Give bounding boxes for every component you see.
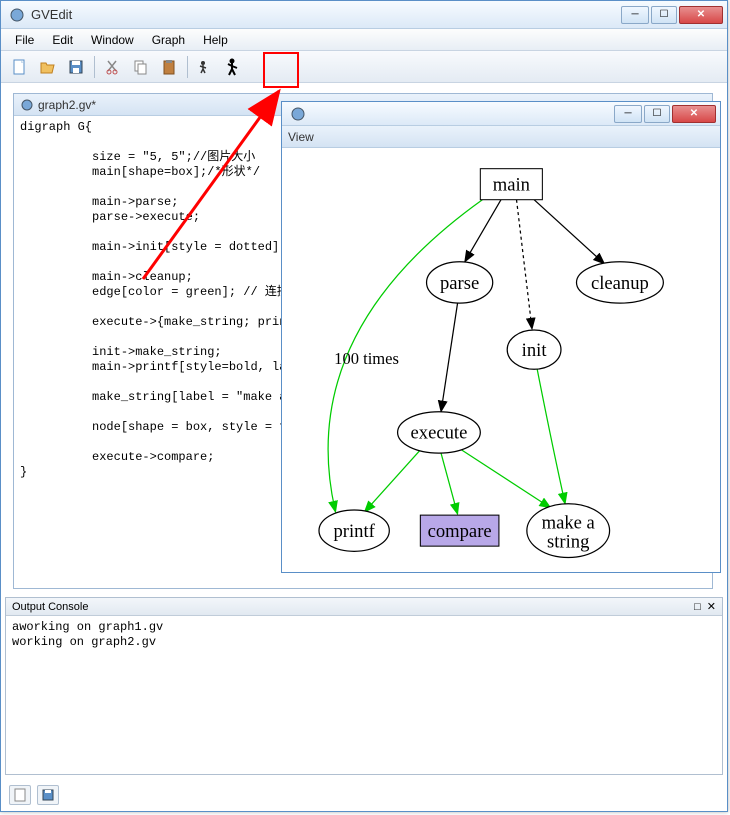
output-console: Output Console □ ✕ aworking on graph1.gv…	[5, 597, 723, 775]
view-app-icon	[290, 106, 306, 122]
statusbar	[5, 783, 723, 807]
view-title: View	[288, 130, 314, 144]
console-title: Output Console	[12, 601, 88, 613]
status-doc-button[interactable]	[9, 785, 31, 805]
view-minimize-button[interactable]: ─	[614, 105, 642, 123]
new-button[interactable]	[7, 54, 33, 80]
view-maximize-button[interactable]: ☐	[644, 105, 670, 123]
console-dock-icon[interactable]: □	[694, 601, 701, 613]
titlebar: GVEdit ─ ☐ ✕	[1, 1, 727, 29]
view-titlebar: ─ ☐ ✕	[282, 102, 720, 126]
node-parse-label: parse	[440, 273, 479, 294]
menu-graph[interactable]: Graph	[144, 31, 193, 49]
main-window: GVEdit ─ ☐ ✕ File Edit Window Graph Help…	[0, 0, 728, 812]
node-main-label: main	[493, 175, 531, 196]
menu-file[interactable]: File	[7, 31, 42, 49]
editor-title: graph2.gv*	[38, 98, 96, 112]
close-button[interactable]: ✕	[679, 6, 723, 24]
open-button[interactable]	[35, 54, 61, 80]
edge-label-100times: 100 times	[334, 349, 399, 368]
graph-canvas: main parse cleanup init execute printf c…	[282, 148, 720, 572]
graph-svg: main parse cleanup init execute printf c…	[282, 148, 720, 572]
highlight-box	[263, 52, 299, 88]
menu-window[interactable]: Window	[83, 31, 142, 49]
maximize-button[interactable]: ☐	[651, 6, 677, 24]
node-cleanup-label: cleanup	[591, 273, 649, 294]
console-output: aworking on graph1.gv working on graph2.…	[6, 616, 722, 716]
status-save-button[interactable]	[37, 785, 59, 805]
console-close-icon[interactable]: ✕	[707, 600, 716, 613]
app-icon	[9, 7, 25, 23]
node-execute-label: execute	[411, 423, 468, 444]
menubar: File Edit Window Graph Help	[1, 29, 727, 51]
node-make-string-label2: string	[547, 531, 589, 552]
menu-help[interactable]: Help	[195, 31, 236, 49]
run-partial-button[interactable]	[193, 54, 219, 80]
view-window: ─ ☐ ✕ View	[281, 101, 721, 573]
minimize-button[interactable]: ─	[621, 6, 649, 24]
run-button[interactable]	[221, 54, 247, 80]
node-printf-label: printf	[333, 521, 375, 542]
copy-button[interactable]	[128, 54, 154, 80]
view-sub-titlebar: View	[282, 126, 720, 148]
document-icon	[20, 98, 34, 112]
window-title: GVEdit	[31, 7, 621, 22]
console-titlebar: Output Console □ ✕	[6, 598, 722, 616]
view-close-button[interactable]: ✕	[672, 105, 716, 123]
paste-button[interactable]	[156, 54, 182, 80]
node-compare-label: compare	[428, 521, 492, 542]
toolbar	[1, 51, 727, 83]
menu-edit[interactable]: Edit	[44, 31, 81, 49]
save-button[interactable]	[63, 54, 89, 80]
node-init-label: init	[522, 340, 548, 361]
cut-button[interactable]	[100, 54, 126, 80]
